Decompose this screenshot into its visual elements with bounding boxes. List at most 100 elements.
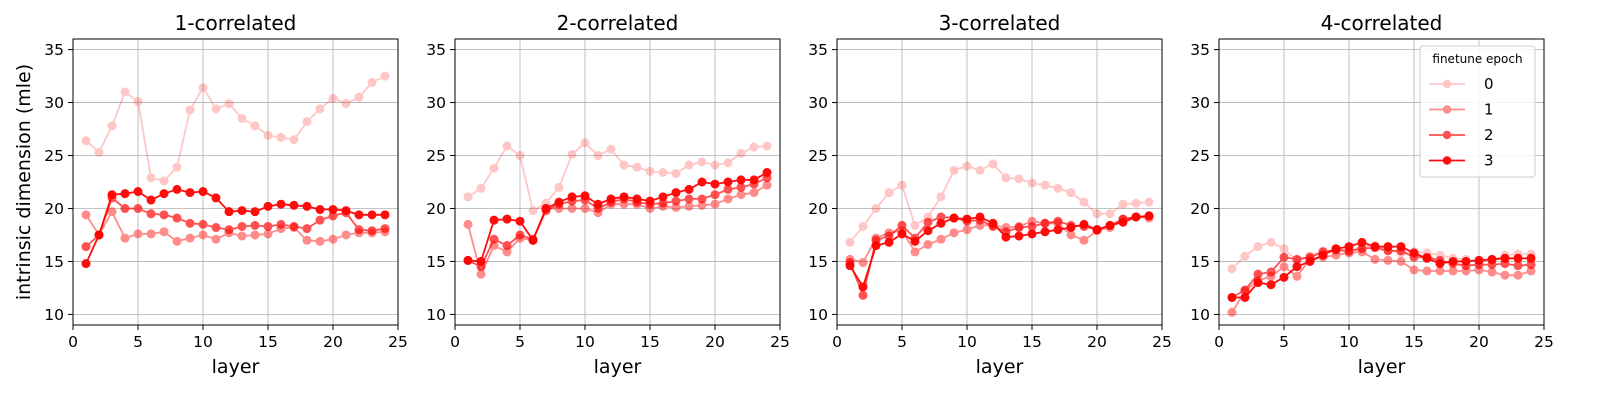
- data-point: [354, 92, 364, 102]
- data-point: [658, 167, 668, 177]
- data-point: [159, 227, 169, 237]
- data-point: [476, 256, 486, 266]
- data-point: [289, 135, 299, 145]
- data-point: [250, 207, 260, 217]
- data-point: [541, 203, 551, 213]
- data-point: [237, 231, 247, 241]
- data-point: [1513, 270, 1523, 280]
- x-tick-label: 20: [1087, 333, 1107, 351]
- data-point: [237, 206, 247, 216]
- data-point: [1105, 209, 1115, 219]
- data-point: [367, 77, 377, 87]
- y-tick-label: 15: [1190, 253, 1210, 271]
- legend-marker: [1442, 130, 1452, 140]
- data-point: [81, 136, 91, 146]
- series-line: [849, 216, 1150, 264]
- data-point: [120, 233, 130, 243]
- y-tick-label: 30: [808, 94, 828, 112]
- data-point: [315, 236, 325, 246]
- data-point: [463, 255, 473, 265]
- x-tick-label: 25: [388, 333, 408, 351]
- data-point: [107, 121, 117, 131]
- data-point: [172, 213, 182, 223]
- data-point: [884, 237, 894, 247]
- data-point: [237, 221, 247, 231]
- data-point: [1331, 244, 1341, 254]
- x-tick-label: 0: [1214, 333, 1224, 351]
- legend-label: 1: [1484, 101, 1494, 119]
- series-line: [467, 171, 768, 263]
- data-point: [263, 201, 273, 211]
- data-point: [1487, 254, 1497, 264]
- data-point: [211, 104, 221, 114]
- legend-label: 3: [1484, 152, 1494, 170]
- y-tick-label: 20: [1190, 200, 1210, 218]
- panel-2-correlated: 0 5 10 15 20 25 10 15 20 25 30 35 2-correlated layer: [426, 11, 790, 378]
- data-point: [871, 241, 881, 251]
- data-point: [224, 99, 234, 109]
- data-point: [354, 225, 364, 235]
- data-point: [858, 258, 868, 268]
- data-point: [567, 192, 577, 202]
- data-point: [1383, 255, 1393, 265]
- data-point: [185, 233, 195, 243]
- data-point: [315, 215, 325, 225]
- x-tick-label: 5: [1279, 333, 1289, 351]
- data-point: [1500, 253, 1510, 263]
- data-point: [1253, 242, 1263, 252]
- data-point: [289, 200, 299, 210]
- data-point: [211, 193, 221, 203]
- data-point: [684, 160, 694, 170]
- data-point: [1240, 292, 1250, 302]
- data-point: [897, 180, 907, 190]
- data-point: [975, 165, 985, 175]
- data-point: [276, 219, 286, 229]
- series-epoch-0: [845, 159, 1154, 247]
- data-point: [328, 93, 338, 103]
- data-point: [1448, 256, 1458, 266]
- x-tick-label: 20: [705, 333, 725, 351]
- data-point: [1092, 225, 1102, 235]
- data-point: [684, 194, 694, 204]
- y-tick-label: 25: [44, 147, 64, 165]
- data-point: [250, 220, 260, 230]
- data-point: [710, 199, 720, 209]
- data-point: [502, 214, 512, 224]
- data-point: [302, 117, 312, 127]
- data-point: [1344, 242, 1354, 252]
- x-tick-label: 5: [133, 333, 143, 351]
- data-point: [302, 201, 312, 211]
- data-point: [315, 205, 325, 215]
- y-tick-label: 30: [1190, 94, 1210, 112]
- series-epoch-3: [845, 211, 1154, 292]
- data-point: [341, 230, 351, 240]
- data-point: [528, 235, 538, 245]
- panel-title: 4-correlated: [1321, 11, 1443, 35]
- data-point: [133, 229, 143, 239]
- series-line: [85, 75, 386, 182]
- data-point: [328, 234, 338, 244]
- panel-1-correlated: 0 5 10 15 20 25 10 15 20 25 30 35 1-correlated layer: [44, 11, 408, 378]
- data-point: [567, 149, 577, 159]
- y-tick-label: 10: [808, 306, 828, 324]
- data-point: [1253, 278, 1263, 288]
- data-point: [1292, 262, 1302, 272]
- data-point: [211, 223, 221, 233]
- legend-label: 2: [1484, 126, 1494, 144]
- y-tick-label: 20: [426, 200, 446, 218]
- data-point: [962, 161, 972, 171]
- x-tick-label: 25: [770, 333, 790, 351]
- data-point: [749, 175, 759, 185]
- data-point: [328, 205, 338, 215]
- data-point: [133, 187, 143, 197]
- x-axis-label: layer: [212, 356, 260, 378]
- data-point: [133, 203, 143, 213]
- y-tick-label: 20: [808, 200, 828, 218]
- x-tick-label: 10: [957, 333, 977, 351]
- data-point: [1279, 244, 1289, 254]
- data-point: [133, 96, 143, 106]
- data-point: [159, 189, 169, 199]
- data-point: [211, 234, 221, 244]
- x-tick-label: 0: [450, 333, 460, 351]
- x-axis-label: layer: [1358, 356, 1406, 378]
